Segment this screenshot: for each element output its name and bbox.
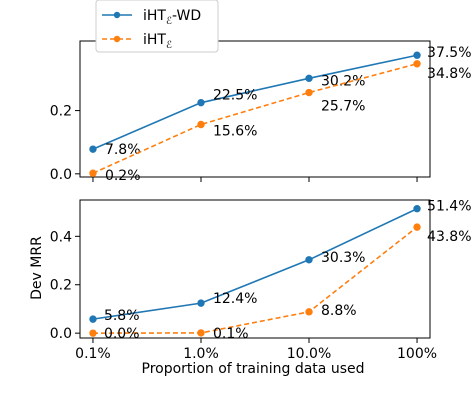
y-tick-label: 0.2 — [50, 104, 72, 120]
series-line — [92, 62, 418, 174]
data-point — [413, 51, 421, 59]
y-tick-label: 0.0 — [50, 167, 72, 183]
data-point — [89, 315, 97, 323]
plot-frame — [79, 199, 431, 339]
data-label: 0.2% — [105, 168, 141, 184]
top-panel: 0.0 0.2 7.8% 22.5% 30.2% 37.5% 0.2% 15.6% 25.7% 3… — [50, 40, 472, 184]
data-point — [197, 120, 205, 129]
data-label: 7.8% — [105, 142, 141, 158]
y-tick-label: 0.2 — [50, 278, 72, 294]
x-tick-label: 0.1% — [75, 346, 111, 362]
data-label: 12.4% — [213, 291, 257, 307]
data-point — [305, 74, 313, 83]
data-label: 0.1% — [213, 326, 249, 342]
data-label: 8.8% — [321, 303, 357, 319]
data-label: 15.6% — [213, 123, 257, 139]
x-tick-label: 10.0% — [287, 346, 331, 362]
data-point — [197, 98, 205, 107]
data-label: 34.8% — [427, 66, 471, 82]
data-point — [413, 60, 421, 68]
data-point — [197, 299, 205, 307]
x-tick-label: 100% — [397, 346, 437, 362]
series-line — [92, 54, 418, 150]
y-tick-label: 0.4 — [50, 229, 72, 245]
bottom-panel: 0.0 0.2 0.4 0.1% 1.0% 10.0% 100% 5.8% 12.4% 30.3%… — [50, 199, 472, 362]
x-tick-label: 1.0% — [183, 346, 219, 362]
data-point — [413, 205, 421, 213]
data-point — [413, 223, 421, 231]
data-label: 25.7% — [321, 99, 365, 115]
series-line — [92, 207, 418, 320]
data-label: 30.3% — [321, 250, 365, 266]
data-label: 5.8% — [104, 308, 140, 324]
legend-swatch-marker — [113, 35, 121, 43]
data-point — [305, 256, 313, 264]
data-label: 37.5% — [427, 45, 471, 61]
x-axis-title-group: Proportion of training data used — [142, 361, 365, 377]
y-tick-label: 0.0 — [50, 326, 72, 342]
y-axis-title: Dev MRR — [29, 236, 45, 300]
y-axis-title-group: Dev MRR — [29, 236, 45, 300]
data-label: 22.5% — [213, 88, 257, 104]
legend: iHTℰ-WD iHTℰ — [95, 0, 219, 53]
data-point — [89, 145, 97, 153]
data-label: 43.8% — [427, 229, 471, 245]
data-label: 51.4% — [427, 199, 471, 215]
data-point — [305, 88, 313, 97]
series-line — [92, 226, 418, 334]
legend-entry-text: iHTℰ — [143, 32, 172, 51]
data-point — [305, 308, 313, 316]
x-axis-title: Proportion of training data used — [142, 361, 365, 377]
data-point — [197, 329, 205, 337]
legend-swatch-marker — [113, 11, 121, 19]
data-label: 30.2% — [321, 73, 365, 89]
data-point — [89, 169, 97, 177]
legend-entry-text: iHTℰ-WD — [143, 8, 201, 27]
data-label: 0.0% — [104, 326, 140, 342]
data-point — [89, 329, 97, 337]
plot-frame — [79, 40, 431, 178]
